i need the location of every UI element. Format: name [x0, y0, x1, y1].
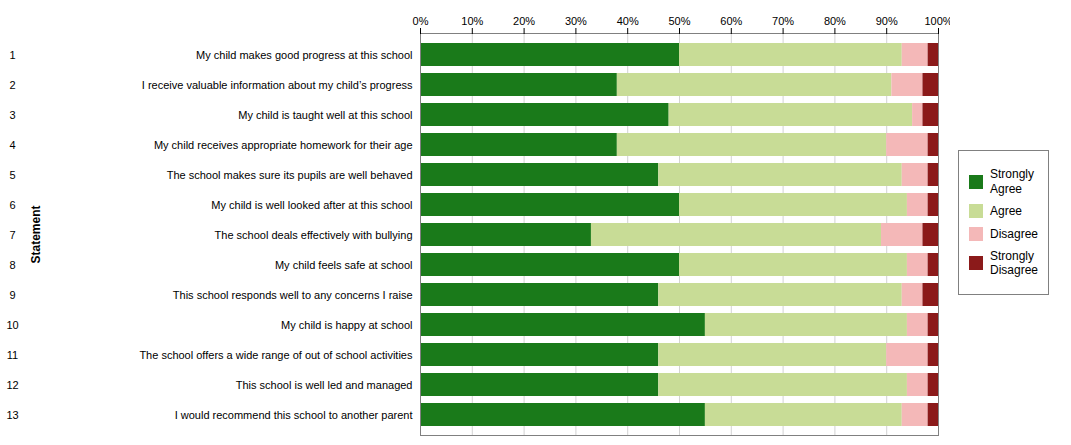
svg-text:60%: 60% — [720, 14, 742, 26]
html-text:Strongly Agree: Strongly Agree — [990, 167, 1034, 196]
svg-text:My child receives appropriate: My child receives appropriate homework f… — [154, 138, 413, 150]
svg-text:10%: 10% — [461, 14, 483, 26]
svg-text:80%: 80% — [824, 14, 846, 26]
svg-text:4: 4 — [9, 138, 15, 150]
svg-text:12: 12 — [6, 378, 18, 390]
svg-text:This school responds well to a: This school responds well to any concern… — [173, 288, 413, 300]
svg-text:Statement: Statement — [29, 205, 43, 263]
svg-text:I receive valuable information: I receive valuable information about my … — [142, 78, 413, 90]
svg-text:I would recommend this school: I would recommend this school to another… — [175, 408, 413, 420]
svg-text:10: 10 — [6, 318, 18, 330]
svg-text:1: 1 — [9, 48, 15, 60]
svg-text:40%: 40% — [617, 14, 639, 26]
svg-text:My child is well looked after: My child is well looked after at this sc… — [211, 198, 412, 210]
svg-text:The school makes sure its pupi: The school makes sure its pupils are wel… — [167, 168, 413, 180]
svg-text:My child is taught well at thi: My child is taught well at this school — [238, 108, 412, 120]
html-text:Disagree: Disagree — [990, 226, 1038, 241]
svg-text:5: 5 — [9, 168, 15, 180]
svg-text:My child makes good progress a: My child makes good progress at this sch… — [196, 48, 412, 60]
svg-text:3: 3 — [9, 108, 15, 120]
svg-text:This school is well led and ma: This school is well led and managed — [236, 378, 413, 390]
svg-text:My child is happy at school: My child is happy at school — [281, 318, 412, 330]
svg-text:The school deals effectively w: The school deals effectively with bullyi… — [215, 228, 413, 240]
svg-text:11: 11 — [7, 348, 18, 360]
html-text:Agree: Agree — [990, 204, 1022, 219]
svg-text:90%: 90% — [876, 14, 898, 26]
svg-text:2: 2 — [9, 78, 15, 90]
svg-text:100%: 100% — [924, 14, 950, 26]
svg-text:My child feels safe at school: My child feels safe at school — [275, 258, 413, 270]
svg-text:13: 13 — [6, 408, 18, 420]
svg-text:9: 9 — [9, 288, 15, 300]
svg-text:70%: 70% — [772, 14, 794, 26]
svg-text:8: 8 — [9, 258, 15, 270]
svg-text:7: 7 — [9, 228, 15, 240]
svg-text:6: 6 — [9, 198, 15, 210]
html-text:Strongly Disagree: Strongly Disagree — [990, 248, 1038, 278]
svg-text:The school offers a wide range: The school offers a wide range of out of… — [139, 348, 413, 360]
svg-text:50%: 50% — [668, 14, 690, 26]
svg-text:20%: 20% — [513, 14, 535, 26]
svg-text:30%: 30% — [565, 14, 587, 26]
svg-text:0%: 0% — [413, 14, 429, 26]
